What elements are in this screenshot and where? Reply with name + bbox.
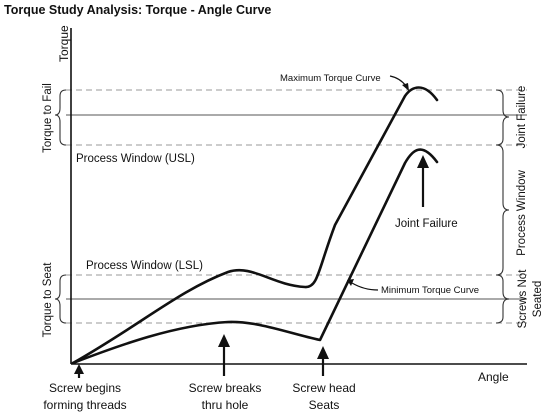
process-window-lsl-label: Process Window (LSL) — [86, 260, 203, 272]
joint-failure-brace — [495, 89, 510, 146]
joint-failure-region-label: Joint Failure — [516, 86, 528, 149]
screws-not-seated-label-line1: Screws Not — [517, 269, 529, 329]
minimum-torque-pointer — [351, 282, 379, 291]
screw-begins-label-line1: Screw begins — [49, 381, 121, 395]
diagram-title: Torque Study Analysis: Torque - Angle Cu… — [4, 3, 271, 17]
process-window-usl-label: Process Window (USL) — [76, 153, 195, 165]
torque-to-seat-label: Torque to Seat — [42, 262, 54, 338]
screw-head-label-line2: Seats — [309, 398, 340, 412]
minimum-torque-pointer-head — [347, 279, 354, 286]
process-window-region-label: Process Window — [516, 169, 528, 255]
maximum-torque-curve-label: Maximum Torque Curve — [280, 73, 381, 84]
x-axis-label: Angle — [478, 370, 509, 384]
screw-breaks-label-line1: Screw breaks — [189, 381, 262, 395]
y-axis-label: Torque — [57, 25, 71, 62]
torque-to-fail-brace — [54, 89, 67, 146]
process-window-brace — [495, 144, 510, 276]
screw-head-arrow-head — [317, 346, 329, 359]
screw-begins-arrow-head — [74, 364, 84, 374]
screws-not-seated-brace — [495, 274, 510, 324]
maximum-torque-pointer-head — [402, 83, 409, 91]
torque-to-seat-brace — [54, 274, 67, 324]
screw-breaks-label-line2: thru hole — [202, 398, 249, 412]
torque-to-fail-label: Torque to Fail — [42, 83, 54, 153]
screw-begins-label-line2: forming threads — [43, 398, 126, 412]
screws-not-seated-label-line2: Seated — [532, 281, 544, 317]
joint-failure-label: Joint Failure — [395, 218, 458, 230]
maximum-torque-curve — [71, 86, 439, 365]
minimum-torque-curve-label: Minimum Torque Curve — [381, 285, 479, 296]
screw-head-label-line1: Screw head — [292, 381, 355, 395]
screw-breaks-arrow-head — [218, 334, 230, 347]
joint-failure-arrow-head — [417, 155, 429, 168]
minimum-torque-curve — [71, 148, 439, 365]
